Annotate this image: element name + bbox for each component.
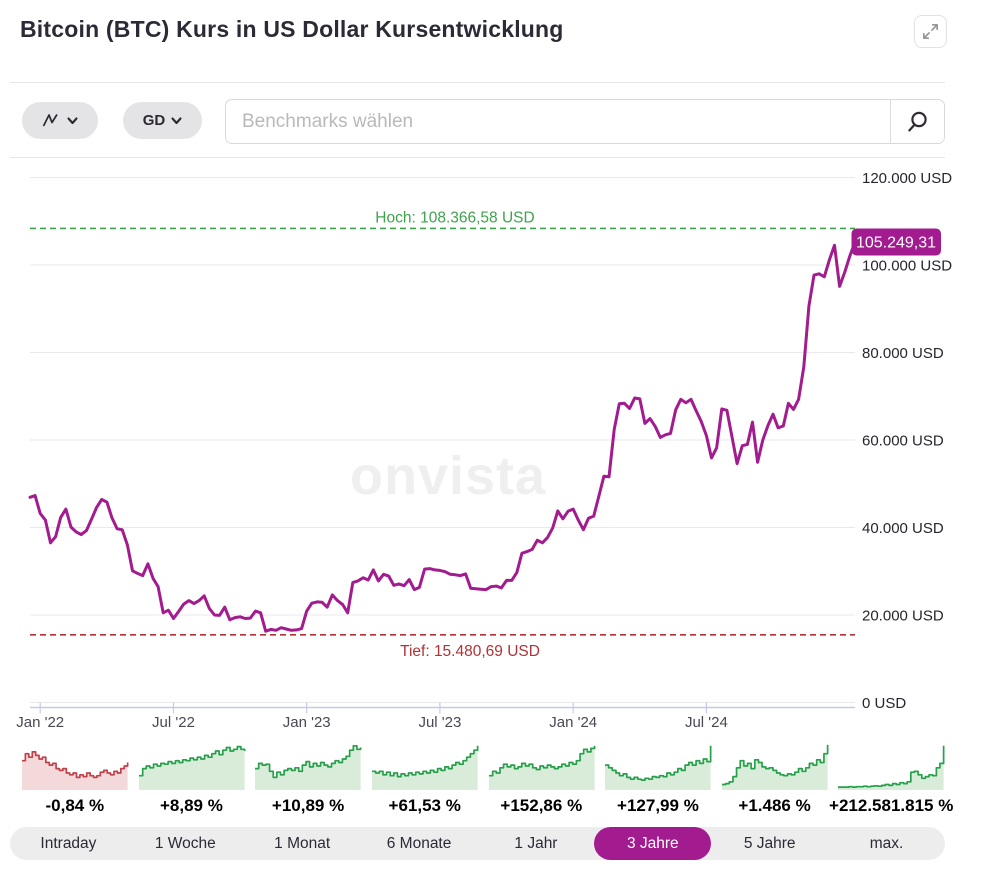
tab-6-monate[interactable]: 6 Monate (386, 834, 452, 852)
watermark: onvista (350, 446, 546, 506)
y-axis-label: 80.000 USD (862, 345, 944, 362)
chevron-down-icon (67, 116, 78, 124)
tab-intraday[interactable]: Intraday (40, 834, 97, 852)
x-axis-label: Jul '23 (418, 714, 461, 731)
y-axis-label: 20.000 USD (862, 608, 944, 625)
expand-button[interactable] (914, 15, 947, 48)
tab-3-jahre[interactable]: 3 Jahre (594, 827, 712, 860)
sparkline-line (488, 745, 595, 777)
gd-button-label: GD (142, 112, 166, 129)
high-label: Hoch: 108.366,58 USD (375, 209, 534, 226)
sparkline-intraday (22, 751, 129, 790)
mini-chart-6-monate[interactable]: +61,53 % (371, 740, 479, 816)
mini-chart-1-woche[interactable]: +8,89 % (138, 740, 246, 816)
sparkline-fill (838, 745, 944, 790)
y-axis-label: 120.000 USD (862, 170, 952, 187)
line-chart-icon (42, 114, 58, 127)
sparkline-fill (605, 745, 711, 790)
indicator-gd-button[interactable]: GD (123, 102, 202, 139)
change-percent-max: +212.581.815 % (829, 796, 954, 815)
price-line (28, 240, 857, 633)
sparkline-line (721, 744, 829, 786)
x-axis-label: Jan '22 (16, 714, 64, 731)
sparkline-1-jahr (488, 745, 595, 790)
benchmark-search-input[interactable] (226, 100, 890, 143)
search-icon (907, 111, 927, 131)
chevron-down-icon (171, 116, 182, 124)
tab-5-jahre[interactable]: 5 Jahre (743, 834, 796, 852)
x-axis-label: Jul '22 (152, 714, 195, 731)
sparkline-fill (22, 751, 128, 790)
sparkline-5-jahre (721, 744, 829, 790)
sparkline-line (371, 745, 479, 778)
sparkline-line (605, 745, 712, 781)
mini-chart-5-jahre[interactable]: +1.486 % (721, 740, 829, 816)
sparkline-line (22, 751, 129, 779)
mini-chart-3-jahre[interactable]: +127,99 % (605, 740, 712, 816)
sparkline-line (838, 745, 945, 788)
change-percent-1-jahr: +152,86 % (500, 796, 583, 815)
mini-chart-intraday[interactable]: -0,84 % (22, 740, 129, 816)
low-label: Tief: 15.480,69 USD (400, 643, 540, 660)
sparkline-fill (371, 745, 478, 790)
y-axis-label: 40.000 USD (862, 520, 944, 537)
x-axis-label: Jul '24 (685, 714, 728, 731)
mini-charts-row: -0,84 % +8,89 % +10,89 % +61,53 % +152,86 % +… (22, 740, 953, 816)
y-axis-label: 100.000 USD (862, 258, 952, 275)
tab-1-monat[interactable]: 1 Monat (274, 834, 331, 852)
change-percent-1-monat: +10,89 % (271, 796, 345, 815)
y-axis-label: 0 USD (862, 695, 906, 712)
change-percent-intraday: -0,84 % (45, 796, 105, 815)
change-percent-3-jahre: +127,99 % (617, 796, 699, 815)
sparkline-line (138, 745, 246, 777)
x-axis-label: Jan '24 (549, 714, 597, 731)
last-price-value: 105.249,31 (856, 235, 936, 252)
change-percent-1-woche: +8,89 % (160, 796, 223, 815)
last-price-badge (851, 228, 941, 256)
mini-chart-1-monat[interactable]: +10,89 % (255, 740, 362, 816)
sparkline-max (838, 745, 945, 790)
sparkline-1-monat (255, 744, 362, 790)
sparkline-fill (721, 744, 828, 790)
x-axis-label: Jan '23 (283, 714, 331, 731)
tab-1-jahr[interactable]: 1 Jahr (514, 834, 558, 852)
sparkline-fill (138, 746, 245, 790)
tab-max[interactable]: max. (869, 834, 904, 852)
expand-arrows-icon (922, 23, 939, 40)
mini-chart-max[interactable]: +212.581.815 % (829, 740, 953, 816)
sparkline-1-woche (138, 745, 246, 790)
sparkline-fill (488, 745, 595, 790)
header-divider (10, 82, 945, 83)
tab-1-woche[interactable]: 1 Woche (154, 834, 216, 852)
sparkline-line (255, 744, 362, 779)
benchmark-search (225, 99, 945, 144)
y-axis-label: 60.000 USD (862, 433, 944, 450)
mini-chart-1-jahr[interactable]: +152,86 % (488, 740, 595, 816)
toolbar-divider (10, 157, 945, 158)
search-button[interactable] (890, 100, 944, 143)
change-percent-6-monate: +61,53 % (388, 796, 461, 815)
sparkline-fill (255, 745, 361, 790)
chart-type-button[interactable] (22, 102, 98, 139)
sparkline-6-monate (371, 745, 479, 790)
period-tab-bar: Intraday 1 Woche 1 Monat 6 Monate 1 Jahr 3 Ja… (10, 827, 945, 860)
sparkline-3-jahre (605, 745, 712, 790)
page-title: Bitcoin (BTC) Kurs in US Dollar Kursentw… (20, 16, 564, 42)
change-percent-5-jahre: +1.486 % (738, 796, 811, 815)
